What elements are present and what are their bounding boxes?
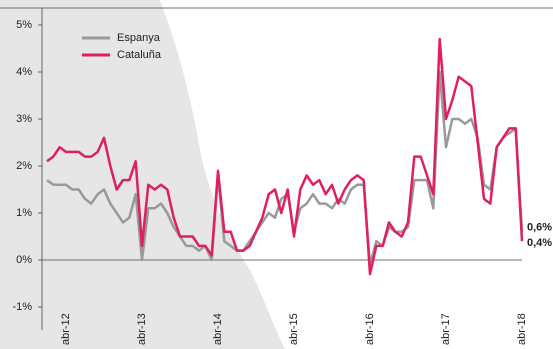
x-tick-label: abr-18 bbox=[516, 313, 528, 345]
background-shape bbox=[0, 0, 285, 349]
x-tick-label: abr-15 bbox=[288, 313, 300, 345]
value-label: 0,6% bbox=[527, 222, 552, 234]
y-tick-label: 3% bbox=[16, 113, 32, 125]
legend-label: Espanya bbox=[117, 32, 161, 44]
x-tick-label: abr-14 bbox=[212, 313, 224, 345]
value-label: 0,4% bbox=[527, 237, 552, 249]
x-tick-label: abr-17 bbox=[440, 313, 452, 345]
y-tick-label: -1% bbox=[12, 301, 32, 313]
series-line bbox=[46, 37, 524, 276]
legend-label: Cataluña bbox=[117, 49, 162, 61]
y-tick-label: 1% bbox=[16, 207, 32, 219]
y-tick-label: 2% bbox=[16, 160, 32, 172]
y-tick-label: 4% bbox=[16, 66, 32, 78]
x-tick-label: abr-12 bbox=[60, 313, 72, 345]
x-tick-label: abr-16 bbox=[364, 313, 376, 345]
x-tick-label: abr-13 bbox=[136, 313, 148, 345]
y-tick-label: 5% bbox=[16, 19, 32, 31]
y-tick-label: 0% bbox=[16, 254, 32, 266]
